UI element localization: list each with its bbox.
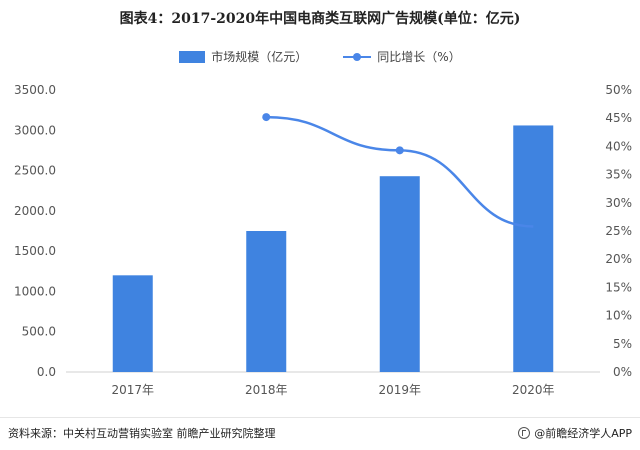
y-left-tick-label: 2000.0 [14,204,56,218]
y-right-tick-label: 45% [605,111,632,125]
bar [379,176,420,372]
source-note: 资料来源：中关村互动营销实验室 前瞻产业研究院整理 [8,427,276,440]
chart-title: 图表4：2017-2020年中国电商类互联网广告规模(单位：亿元) [119,11,521,27]
y-right-tick-label: 0% [613,365,632,379]
growth-point [395,146,404,155]
x-tick-label: 2018年 [245,383,288,397]
legend-line-label: 同比增长（%） [377,50,461,64]
y-right-tick-label: 30% [605,196,632,210]
y-left-tick-label: 500.0 [22,325,56,339]
y-right-tick-label: 10% [605,309,632,323]
footer: 资料来源：中关村互动营销实验室 前瞻产业研究院整理 @前瞻经济学人APP [8,424,632,442]
y-right-tick-label: 5% [613,337,632,351]
y-left-tick-label: 0.0 [37,365,56,379]
y-left-tick-label: 3500.0 [14,83,56,97]
y-left-tick-label: 1500.0 [14,244,56,258]
legend-line-swatch [343,51,372,63]
growth-point [262,113,271,122]
legend: 市场规模（亿元） 同比增长（%） [0,48,640,65]
brand-label: @前瞻经济学人APP [534,427,632,440]
legend-bar-swatch [179,50,206,63]
bar [112,275,153,372]
x-tick-label: 2017年 [111,383,154,397]
y-right-tick-label: 15% [605,280,632,294]
y-left-tick-label: 3000.0 [14,123,56,137]
y-left-tick-label: 1000.0 [14,284,56,298]
bar [513,125,554,372]
x-tick-label: 2019年 [378,383,421,397]
x-tick-label: 2020年 [512,383,555,397]
brand-credit: @前瞻经济学人APP [518,425,632,441]
bar [246,231,287,372]
y-right-tick-label: 25% [605,224,632,238]
brand-logo-icon [518,427,531,439]
y-right-tick-label: 35% [605,168,632,182]
y-right-tick-label: 20% [605,252,632,266]
legend-item-line: 同比增长（%） [343,48,461,65]
legend-bar-label: 市场规模（亿元） [211,50,308,64]
y-left-tick-label: 2500.0 [14,164,56,178]
y-right-tick-label: 50% [605,83,632,97]
footer-divider [0,417,640,418]
y-right-tick-label: 40% [605,139,632,153]
legend-item-bar: 市场规模（亿元） [179,48,307,65]
